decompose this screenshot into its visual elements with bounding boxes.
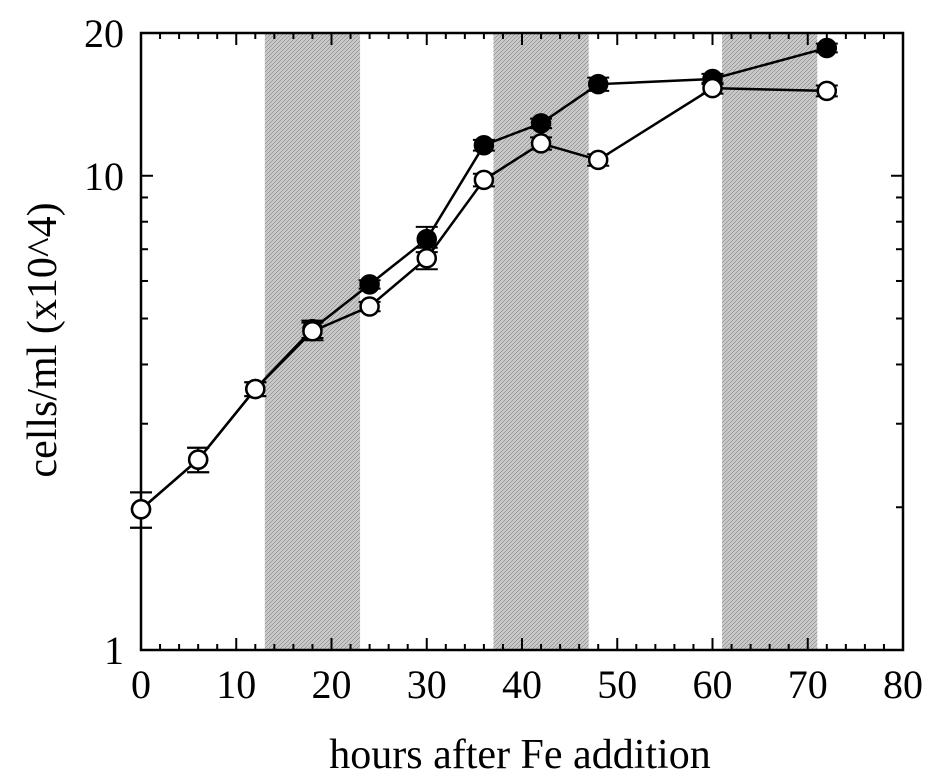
data-point [530,133,552,154]
x-tick-label: 80 [883,662,923,707]
data-point [587,149,609,171]
data-point [473,169,495,191]
x-tick-label: 10 [216,662,256,707]
data-point [359,274,380,295]
data-point [359,296,380,317]
data-point [302,321,323,342]
data-point [245,378,266,400]
shaded-band [722,33,818,650]
data-point [187,449,209,470]
y-tick-label: 10 [84,154,124,199]
data-point [416,247,437,269]
data-point [587,73,609,95]
x-axis: 0 10 20 30 40 50 60 70 80 [131,33,923,707]
y-tick-label: 1 [104,628,124,673]
data-point [416,228,437,250]
x-tick-label: 20 [312,662,352,707]
data-point [473,134,495,156]
data-point [130,499,152,520]
series-2 [130,77,838,529]
x-tick-label: 60 [693,662,733,707]
data-point [530,113,552,134]
x-tick-label: 50 [597,662,637,707]
y-tick-label: 20 [84,11,124,56]
data-point [816,37,838,59]
y-axis-title: cells/ml (x10^4) [20,202,66,477]
y-axis: 1 10 20 [84,11,903,673]
x-tick-label: 40 [502,662,542,707]
series-layer [130,37,838,529]
x-tick-label: 70 [788,662,828,707]
data-point [816,80,838,102]
x-axis-title: hours after Fe addition [329,732,710,778]
x-tick-label: 0 [131,662,151,707]
x-tick-label: 30 [407,662,447,707]
data-point [702,77,723,99]
